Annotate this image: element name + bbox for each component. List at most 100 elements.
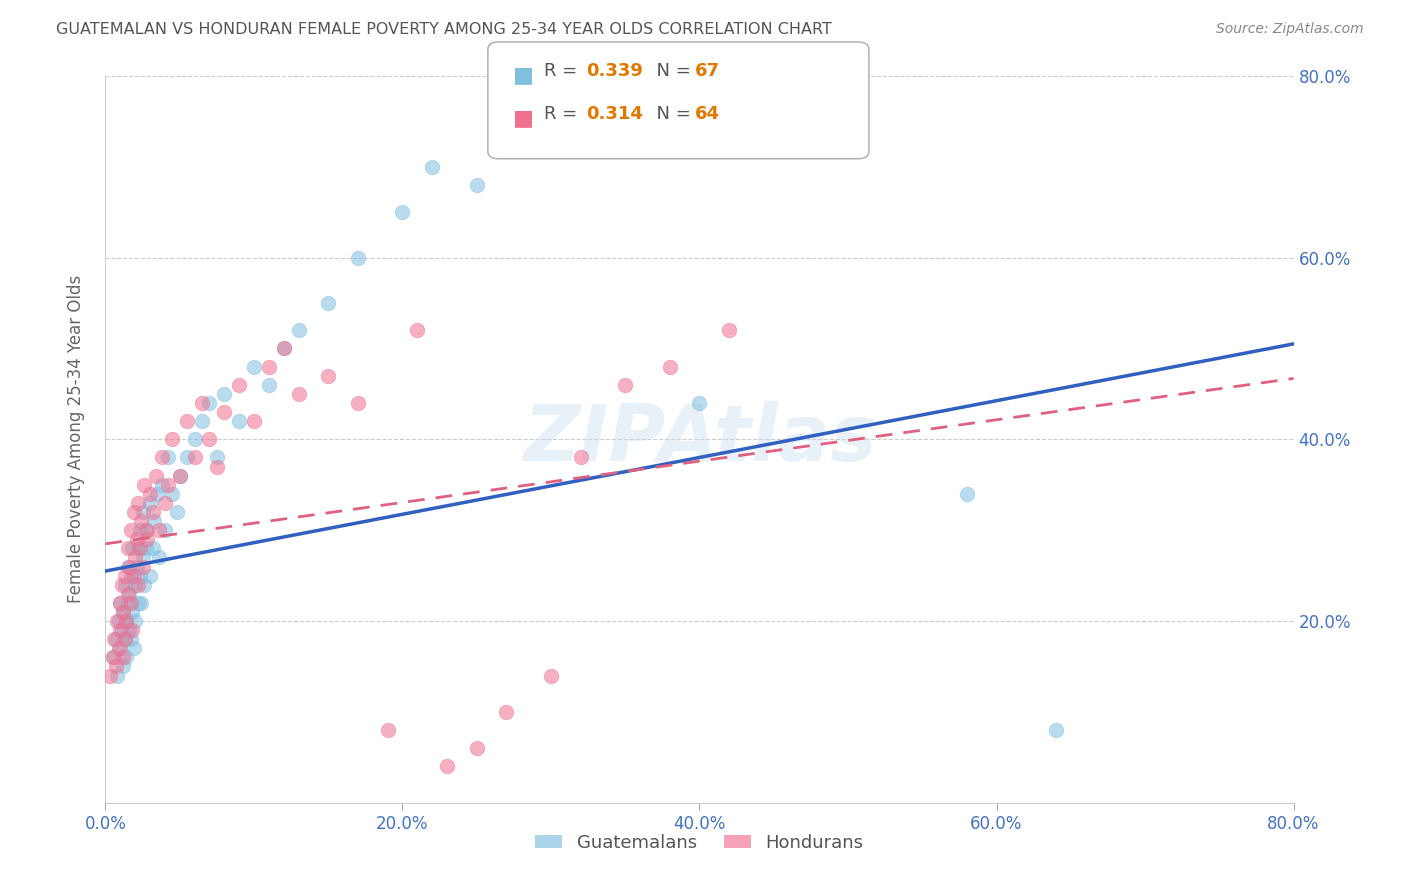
Point [391,205,413,219]
Point [273,342,295,356]
Point [273,342,295,356]
Text: R =: R = [544,62,583,80]
Point [150,450,173,465]
Point [162,432,184,446]
Point [122,568,145,582]
Point [101,650,124,665]
Text: Source: ZipAtlas.com: Source: ZipAtlas.com [1216,22,1364,37]
Point [131,559,153,574]
Point [243,414,266,428]
Point [689,396,711,410]
Point [105,614,128,628]
Point [128,568,150,582]
Point [145,468,167,483]
Point [117,596,139,610]
Point [153,496,176,510]
Point [540,668,562,682]
Point [495,705,517,719]
Point [658,359,681,374]
Point [114,578,136,592]
Point [125,559,148,574]
Point [132,477,155,491]
Point [120,523,142,537]
Text: ZIPAtlas: ZIPAtlas [523,401,876,477]
Point [176,414,198,428]
Point [121,623,143,637]
Point [287,387,309,401]
Point [121,605,143,619]
Point [243,359,266,374]
Point [1045,723,1067,737]
Text: 0.314: 0.314 [586,105,643,123]
Point [198,396,221,410]
Point [142,505,165,519]
Point [347,251,370,265]
Point [146,487,169,501]
Point [136,533,159,547]
Point [103,632,125,647]
Point [110,623,132,637]
Point [128,541,150,556]
Text: N =: N = [645,105,697,123]
Point [114,632,136,647]
Point [127,596,149,610]
Point [143,514,166,528]
Point [118,559,141,574]
Point [115,614,138,628]
Point [124,578,146,592]
Point [122,641,145,656]
Point [115,650,138,665]
Point [118,587,141,601]
Point [127,496,149,510]
Point [176,450,198,465]
Point [124,550,146,565]
Point [183,432,205,446]
Point [110,596,132,610]
Point [122,505,145,519]
Point [112,605,135,619]
Point [347,396,370,410]
Text: R =: R = [544,105,583,123]
Point [139,568,162,582]
Point [718,323,741,337]
Point [540,142,562,156]
Text: GUATEMALAN VS HONDURAN FEMALE POVERTY AMONG 25-34 YEAR OLDS CORRELATION CHART: GUATEMALAN VS HONDURAN FEMALE POVERTY AM… [56,22,832,37]
Point [956,487,979,501]
Point [183,450,205,465]
Point [110,596,132,610]
Point [436,759,458,773]
Point [120,568,142,582]
Point [132,578,155,592]
Point [131,550,153,565]
Point [124,614,146,628]
Point [104,659,127,673]
Point [135,523,157,537]
Point [117,587,139,601]
Point [569,450,592,465]
Point [205,459,228,474]
Point [257,359,280,374]
Point [117,559,139,574]
Point [150,477,173,491]
Point [214,405,236,419]
Point [406,323,429,337]
Point [111,623,134,637]
Point [112,605,135,619]
Point [214,387,236,401]
Text: ■: ■ [513,65,534,85]
Point [114,632,136,647]
Point [128,523,150,537]
Point [115,614,138,628]
Point [228,414,250,428]
Point [112,659,135,673]
Point [131,505,153,519]
Point [156,477,179,491]
Text: 0.339: 0.339 [586,62,643,80]
Point [112,650,135,665]
Point [228,377,250,392]
Point [169,468,191,483]
Point [420,160,443,174]
Legend: Guatemalans, Hondurans: Guatemalans, Hondurans [529,827,870,859]
Text: 64: 64 [695,105,720,123]
Point [156,450,179,465]
